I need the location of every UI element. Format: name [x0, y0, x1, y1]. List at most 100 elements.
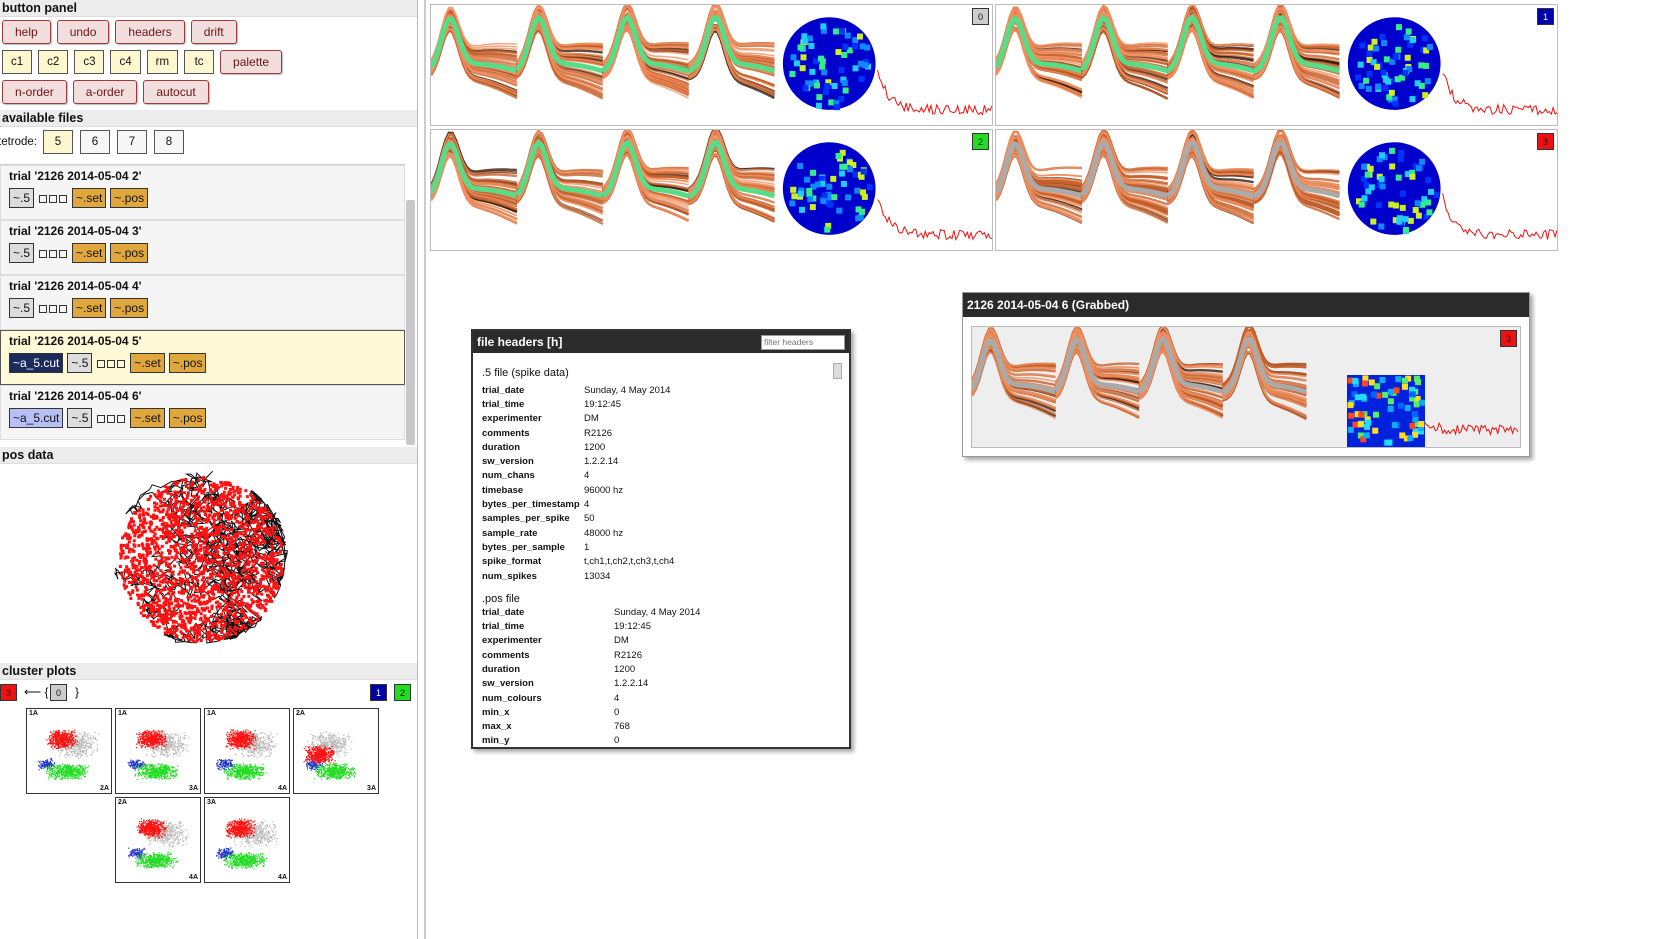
channel-waveforms — [996, 130, 1083, 224]
spike-file-button[interactable]: ~.5 — [9, 298, 35, 318]
header-key: num_chans — [482, 470, 535, 482]
left-panel: button panel help undo headers drift c1 c2 c3… — [0, 0, 418, 939]
trial-item[interactable]: trial '2126 2014-05-04 5' ~a_5.cut ~.5 ~.se… — [0, 330, 405, 385]
headers-button[interactable]: headers — [115, 20, 185, 44]
channel-waveforms — [996, 6, 1083, 99]
undo-button[interactable]: undo — [56, 20, 110, 44]
button-row-2: c1 c2 c3 c4 rm tc palette — [0, 47, 417, 77]
header-row: experimenter DM — [482, 634, 849, 648]
cluster-scatter-plot[interactable]: 1A 3A — [115, 708, 201, 794]
set-file-button[interactable]: ~.set — [72, 298, 107, 318]
cluster-tile[interactable]: 2 — [430, 129, 993, 251]
filter-headers-input[interactable] — [761, 334, 845, 350]
cluster-scatter-plot[interactable]: 1A 2A — [26, 708, 112, 794]
set-file-button[interactable]: ~.set — [130, 353, 165, 373]
channel-waveforms — [514, 130, 604, 225]
spike-file-button[interactable]: ~.5 — [9, 188, 35, 208]
header-key: sw_version — [482, 678, 534, 690]
pos-file-button[interactable]: ~.pos — [168, 408, 207, 428]
tetrode-7-button[interactable]: 7 — [117, 130, 147, 154]
cluster-id-badge[interactable]: 1 — [1537, 8, 1554, 25]
file-headers-window[interactable]: file headers [h] .5 file (spike data) tr… — [471, 329, 851, 749]
cluster-tile[interactable]: 3 — [995, 129, 1558, 251]
file-slot-icon — [49, 195, 58, 203]
c1-button[interactable]: c1 — [2, 50, 33, 74]
file-slots — [38, 302, 68, 316]
tetrode-6-button[interactable]: 6 — [80, 130, 110, 154]
pos-file-button[interactable]: ~.pos — [110, 298, 149, 318]
c3-button[interactable]: c3 — [74, 50, 105, 74]
grabbed-cluster-window[interactable]: 2126 2014-05-04 6 (Grabbed) 3 — [962, 292, 1530, 457]
cut-file-button[interactable]: ~a_5.cut — [9, 408, 64, 428]
autocut-button[interactable]: autocut — [143, 80, 209, 104]
cluster-1-badge[interactable]: 1 — [370, 684, 387, 701]
cluster-tile[interactable]: 1 — [995, 4, 1558, 126]
cluster-scatter-plot[interactable]: 2A 4A — [115, 797, 201, 883]
channel-waveforms — [514, 5, 604, 100]
spike-file-button[interactable]: ~.5 — [67, 353, 93, 373]
header-value: R2126 — [614, 649, 642, 661]
channel-waveforms — [1053, 327, 1140, 419]
set-file-button[interactable]: ~.set — [130, 408, 165, 428]
trial-item[interactable]: trial '2126 2014-05-04 6' ~a_5.cut ~.5 ~.se… — [0, 385, 405, 440]
pos-file-button[interactable]: ~.pos — [168, 353, 207, 373]
cluster-id-badge[interactable]: 3 — [1500, 330, 1517, 347]
spike-file-button[interactable]: ~.5 — [67, 408, 93, 428]
firing-rate-map — [782, 142, 876, 235]
a-order-button[interactable]: a-order — [72, 80, 138, 104]
header-row: trial_date Sunday, 4 May 2014 — [482, 605, 849, 619]
cluster-2-badge[interactable]: 2 — [394, 684, 411, 701]
cluster-scatter-plot[interactable]: 1A 4A — [204, 708, 290, 794]
cluster-source-badge[interactable]: 3 — [0, 684, 17, 701]
header-value: Sunday, 4 May 2014 — [614, 606, 701, 618]
cluster-id-badge[interactable]: 3 — [1537, 133, 1554, 150]
cluster-scatter-plot[interactable]: 3A 4A — [204, 797, 290, 883]
cut-file-button[interactable]: ~a_5.cut — [9, 353, 64, 373]
file-slot-icon — [107, 415, 116, 423]
grabbed-window-title[interactable]: 2126 2014-05-04 6 (Grabbed) — [963, 293, 1529, 317]
help-button[interactable]: help — [2, 20, 51, 44]
trial-item[interactable]: trial '2126 2014-05-04 2' ~.5 ~.set ~.pos — [0, 165, 405, 220]
rm-button[interactable]: rm — [146, 50, 179, 74]
n-order-button[interactable]: n-order — [2, 80, 67, 104]
file-slot-icon — [39, 250, 48, 258]
cluster-tile[interactable]: 0 — [430, 4, 993, 126]
set-file-button[interactable]: ~.set — [72, 188, 107, 208]
header-value: 1200 — [614, 663, 636, 675]
trial-list-scrollbar[interactable] — [406, 200, 415, 445]
header-value: 13034 — [584, 570, 611, 582]
channel-waveforms — [601, 5, 690, 99]
cluster-scatter-plot[interactable]: 2A 3A — [293, 708, 379, 794]
plot-axis-label-x: 1A — [118, 710, 127, 717]
c4-button[interactable]: c4 — [110, 50, 141, 74]
pos-file-button[interactable]: ~.pos — [110, 188, 149, 208]
spike-file-button[interactable]: ~.5 — [9, 243, 35, 263]
tetrode-8-button[interactable]: 8 — [154, 130, 184, 154]
header-key: comments — [482, 427, 530, 439]
plot-axis-label-y: 3A — [367, 785, 376, 792]
file-slots — [38, 192, 68, 206]
headers-scrollbar[interactable] — [833, 363, 842, 379]
header-row: spike_format t,ch1,t,ch2,t,ch3,t,ch4 — [482, 555, 849, 569]
cluster-target-badge[interactable]: 0 — [50, 684, 67, 701]
cluster-id-badge[interactable]: 0 — [972, 8, 989, 25]
position-path-plot — [113, 470, 289, 644]
header-row: duration 1200 — [482, 440, 849, 454]
set-file-button[interactable]: ~.set — [72, 243, 107, 263]
tetrode-5-button[interactable]: 5 — [43, 130, 73, 154]
header-row: trial_date Sunday, 4 May 2014 — [482, 383, 849, 397]
panel-divider[interactable] — [424, 0, 426, 939]
header-value: 1200 — [584, 441, 606, 453]
grabbed-cluster-tile[interactable]: 3 — [971, 326, 1521, 448]
drift-button[interactable]: drift — [190, 20, 237, 44]
spike-section-title: .5 file (spike data) — [482, 367, 569, 379]
tc-button[interactable]: tc — [184, 50, 215, 74]
c2-button[interactable]: c2 — [38, 50, 69, 74]
trial-item[interactable]: trial '2126 2014-05-04 3' ~.5 ~.set ~.pos — [0, 220, 405, 275]
pos-file-button[interactable]: ~.pos — [110, 243, 149, 263]
file-headers-titlebar[interactable]: file headers [h] — [473, 331, 849, 353]
palette-button[interactable]: palette — [220, 50, 283, 74]
trial-item[interactable]: trial '2126 2014-05-04 4' ~.5 ~.set ~.pos — [0, 275, 405, 330]
cluster-id-badge[interactable]: 2 — [972, 133, 989, 150]
header-value: 19:12:45 — [584, 398, 621, 410]
